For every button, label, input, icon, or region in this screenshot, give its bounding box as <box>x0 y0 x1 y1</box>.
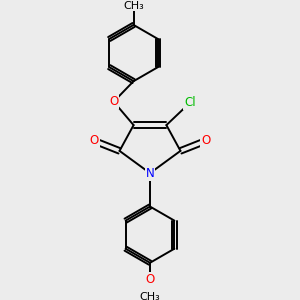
Text: N: N <box>146 167 154 180</box>
Text: O: O <box>109 95 118 108</box>
Text: O: O <box>146 273 154 286</box>
Text: O: O <box>201 134 210 147</box>
Text: CH₃: CH₃ <box>140 292 160 300</box>
Text: Cl: Cl <box>184 96 196 109</box>
Text: O: O <box>90 134 99 147</box>
Text: CH₃: CH₃ <box>123 1 144 10</box>
